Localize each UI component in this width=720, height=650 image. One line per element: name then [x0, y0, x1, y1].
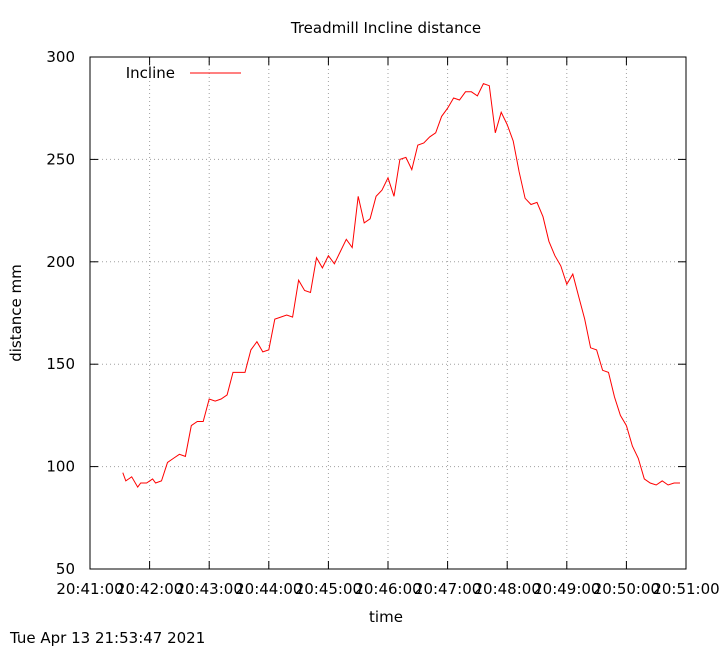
- x-tick-label: 20:43:00: [176, 580, 243, 598]
- y-tick-label: 200: [46, 253, 75, 271]
- x-axis-label: time: [369, 608, 403, 626]
- x-tick-label: 20:50:00: [593, 580, 660, 598]
- x-tick-label: 20:42:00: [116, 580, 183, 598]
- x-tick-label: 20:51:00: [652, 580, 719, 598]
- series-line-incline: [122, 82, 680, 489]
- timestamp-footer: Tue Apr 13 21:53:47 2021: [10, 629, 206, 647]
- axis-ticks: 50 100 150 200 250 300 20:41:0020:42:0020:43:0…: [46, 48, 719, 598]
- legend: Incline: [126, 64, 241, 82]
- y-tick-label: 250: [46, 150, 75, 168]
- x-tick-label: 20:44:00: [235, 580, 302, 598]
- grid-lines: [90, 57, 686, 569]
- y-tick-label: 100: [46, 458, 75, 476]
- legend-label-incline: Incline: [126, 64, 175, 82]
- y-tick-label: 150: [46, 355, 75, 373]
- x-tick-label: 20:41:00: [56, 580, 123, 598]
- y-tick-label: 50: [56, 560, 75, 578]
- series-group: [122, 82, 680, 489]
- x-tick-label: 20:46:00: [354, 580, 421, 598]
- x-tick-label: 20:49:00: [533, 580, 600, 598]
- x-tick-label: 20:47:00: [414, 580, 481, 598]
- y-axis-label: distance mm: [7, 264, 25, 362]
- chart-title: Treadmill Incline distance: [290, 19, 481, 37]
- x-tick-label: 20:45:00: [295, 580, 362, 598]
- x-tick-label: 20:48:00: [474, 580, 541, 598]
- y-tick-label: 300: [46, 48, 75, 66]
